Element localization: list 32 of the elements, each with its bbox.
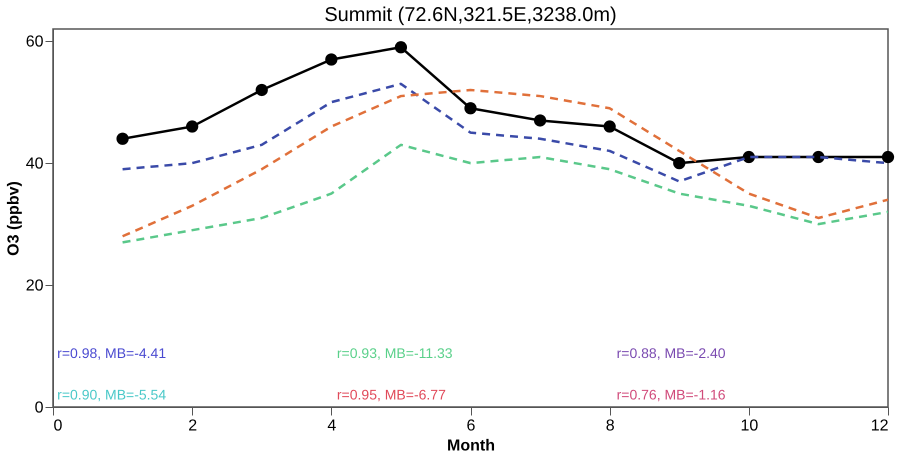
point <box>534 114 546 127</box>
annotation: r=0.95, MB=-6.77 <box>336 386 446 403</box>
line-series <box>121 144 888 244</box>
chart-title: Summit (72.6N,321.5E,3238.0m) <box>324 4 617 26</box>
point <box>464 102 477 114</box>
point <box>325 53 338 66</box>
annotation: r=0.93, MB=-11.33 <box>336 345 453 362</box>
annotation: r=0.90, MB=-5.54 <box>57 386 166 403</box>
y-tick-label: 60 <box>26 34 44 51</box>
point <box>116 132 129 145</box>
line-series <box>121 88 888 238</box>
x-tick-label: 0 <box>54 418 62 434</box>
y-tick-label: 40 <box>26 156 44 173</box>
x-tick-label: 8 <box>606 418 615 434</box>
point <box>604 120 616 133</box>
annotation: r=0.98, MB=-4.41 <box>57 345 166 362</box>
annotation: r=0.76, MB=-1.16 <box>616 386 726 403</box>
point <box>673 157 686 170</box>
x-axis-title: Month <box>447 438 495 454</box>
y-axis-title: O3 (ppbv) <box>6 181 23 256</box>
point <box>394 41 408 54</box>
annotation: r=0.88, MB=-2.40 <box>616 345 726 362</box>
x-tick-label: 2 <box>188 418 198 434</box>
point <box>186 120 198 133</box>
x-tick-label: 12 <box>870 418 889 434</box>
x-tick-label: 10 <box>740 418 758 434</box>
point <box>882 150 894 164</box>
y-tick-label: 0 <box>34 400 44 416</box>
y-tick-label: 20 <box>26 278 44 295</box>
x-tick-label: 4 <box>327 418 336 434</box>
point <box>256 84 268 96</box>
x-tick-label: 6 <box>466 418 476 434</box>
